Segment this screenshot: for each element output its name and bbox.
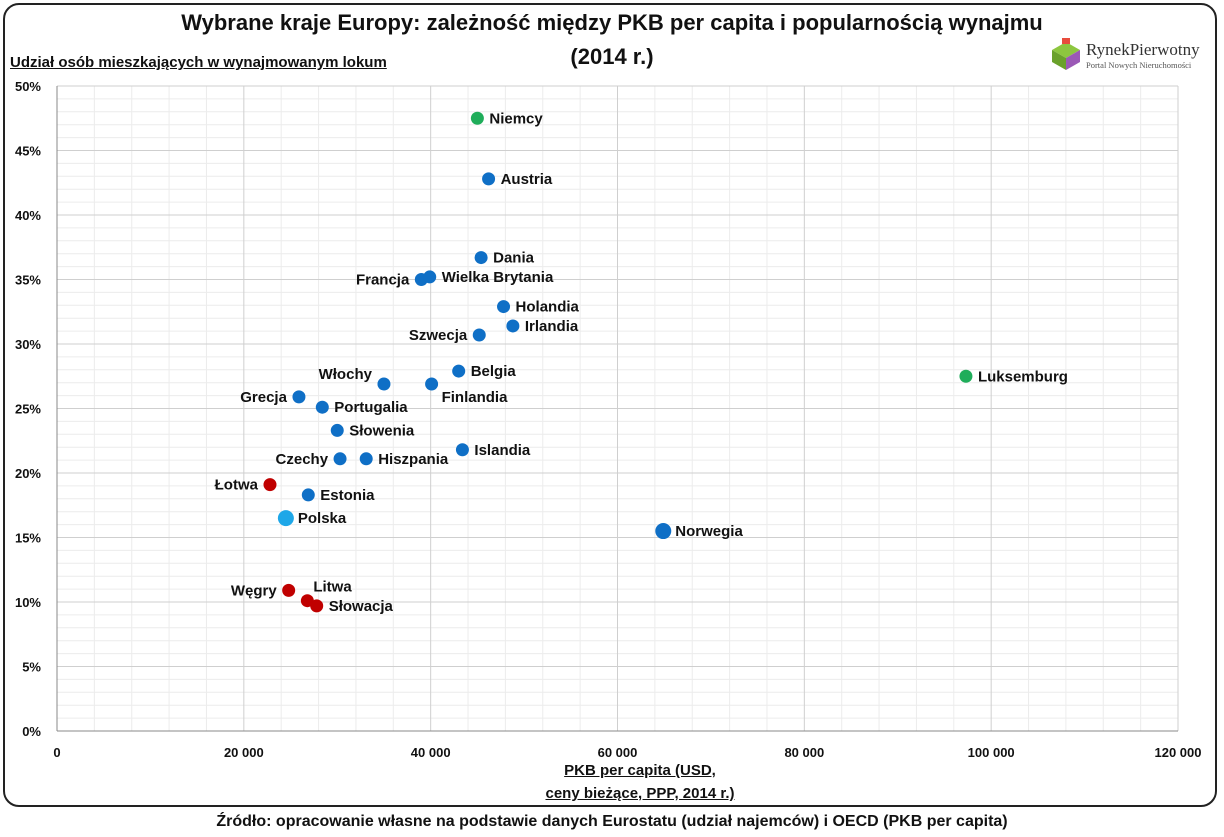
data-point	[315, 400, 329, 414]
point-label: Finlandia	[442, 389, 508, 406]
point-label: Wielka Brytania	[442, 269, 554, 286]
x-tick-label: 0	[53, 745, 60, 760]
data-point	[506, 319, 520, 333]
data-point	[474, 251, 488, 265]
y-tick-label: 5%	[22, 660, 41, 675]
x-tick-label: 60 000	[598, 745, 638, 760]
point-label: Łotwa	[215, 477, 259, 494]
x-tick-label: 40 000	[411, 745, 451, 760]
data-point	[482, 172, 496, 186]
x-tick-label: 100 000	[968, 745, 1015, 760]
point-label: Włochy	[319, 366, 373, 383]
data-point	[301, 488, 315, 502]
y-tick-label: 45%	[15, 144, 41, 159]
point-label: Irlandia	[525, 318, 579, 335]
data-point	[282, 583, 296, 597]
y-tick-label: 20%	[15, 466, 41, 481]
data-point	[455, 443, 469, 457]
point-label: Niemcy	[489, 110, 543, 127]
data-point	[423, 270, 437, 284]
data-point	[330, 423, 344, 437]
point-label: Holandia	[516, 299, 580, 316]
data-point	[497, 300, 511, 314]
point-label: Belgia	[471, 363, 517, 380]
y-tick-label: 15%	[15, 531, 41, 546]
data-point	[655, 523, 672, 540]
point-label: Islandia	[474, 442, 531, 459]
point-label: Polska	[298, 510, 347, 527]
data-point	[452, 364, 466, 378]
y-tick-label: 40%	[15, 208, 41, 223]
data-point	[425, 377, 439, 391]
y-tick-label: 50%	[15, 79, 41, 94]
data-point	[263, 478, 277, 492]
chart-frame	[3, 3, 1217, 807]
chart-title-line2: (2014 r.)	[570, 44, 654, 69]
y-tick-label: 30%	[15, 337, 41, 352]
chart-title-line1: Wybrane kraje Europy: zależność między P…	[181, 10, 1043, 35]
data-point	[472, 328, 486, 342]
data-point	[959, 369, 973, 383]
data-point	[333, 452, 347, 466]
y-axis-label: Udział osób mieszkających w wynajmowanym…	[10, 54, 387, 71]
logo-icon	[1052, 38, 1080, 70]
y-tick-label: 25%	[15, 402, 41, 417]
point-label: Słowacja	[329, 598, 394, 615]
point-label: Norwegia	[675, 523, 743, 540]
point-label: Litwa	[313, 579, 352, 596]
data-point	[310, 599, 324, 613]
point-label: Grecja	[240, 389, 287, 406]
y-tick-label: 10%	[15, 595, 41, 610]
point-label: Dania	[493, 250, 535, 267]
logo-name: RynekPierwotny	[1086, 40, 1200, 59]
point-label: Węgry	[231, 582, 278, 599]
point-label: Słowenia	[349, 422, 415, 439]
y-tick-label: 35%	[15, 273, 41, 288]
x-axis-label-line1: PKB per capita (USD,	[564, 762, 716, 779]
x-tick-label: 120 000	[1155, 745, 1202, 760]
data-point	[470, 111, 484, 125]
source-note: Źródło: opracowanie własne na podstawie …	[216, 813, 1008, 830]
x-tick-label: 20 000	[224, 745, 264, 760]
point-label: Austria	[501, 171, 553, 188]
data-point	[359, 452, 373, 466]
point-label: Francja	[356, 272, 410, 289]
x-tick-label: 80 000	[784, 745, 824, 760]
x-axis-label-line2: ceny bieżące, PPP, 2014 r.)	[545, 785, 735, 802]
data-point	[277, 510, 294, 527]
y-tick-label: 0%	[22, 724, 41, 739]
logo-subtitle: Portal Nowych Nieruchomości	[1086, 60, 1192, 70]
point-label: Portugalia	[334, 399, 408, 416]
point-label: Hiszpania	[378, 451, 449, 468]
point-label: Estonia	[320, 487, 375, 504]
data-point	[292, 390, 306, 404]
data-point	[377, 377, 391, 391]
point-label: Szwecja	[409, 327, 468, 344]
point-label: Czechy	[276, 451, 329, 468]
logo: RynekPierwotny Portal Nowych Nieruchomoś…	[1046, 36, 1216, 74]
point-label: Luksemburg	[978, 368, 1068, 385]
